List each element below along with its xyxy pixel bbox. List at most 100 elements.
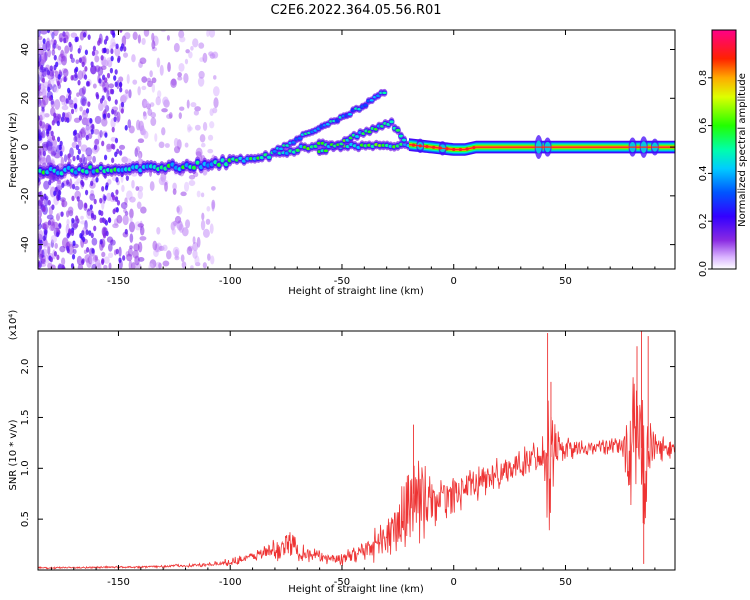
noise-blob [143, 30, 150, 37]
noise-blob [209, 121, 215, 129]
noise-blob [53, 86, 59, 93]
noise-blob [61, 145, 65, 153]
noise-blob [101, 74, 106, 81]
colorbar-ticks: 0.0 0.2 0.4 0.6 0.8 [698, 70, 712, 277]
noise-blob [41, 124, 49, 131]
noise-blob [39, 53, 47, 65]
noise-blob [143, 100, 150, 107]
noise-blob [38, 135, 41, 142]
noise-blob [186, 99, 190, 109]
noise-blob [58, 223, 62, 229]
noise-blob [95, 93, 100, 100]
snr-panel: -150 -100 -50 0 50 0.5 1.0 1.5 2.0 Height of st… [8, 310, 676, 595]
noise-blob [209, 223, 214, 234]
noise-blob [114, 99, 118, 105]
noise-blob [110, 239, 116, 246]
noise-blob [212, 51, 219, 59]
noise-blob [38, 97, 42, 108]
noise-blob [38, 115, 41, 121]
noise-blob [149, 70, 153, 78]
spectrogram-x-tick-label: -150 [107, 276, 130, 287]
noise-blob [205, 218, 211, 225]
noise-blob [119, 45, 124, 52]
noise-blob [124, 125, 128, 131]
spectrogram-ridge-mid [316, 117, 408, 157]
noise-blob [98, 102, 104, 112]
noise-blob [67, 94, 72, 101]
noise-blob [190, 46, 194, 51]
noise-blob [199, 134, 206, 143]
noise-blob [192, 38, 199, 48]
noise-blob [129, 233, 134, 243]
noise-blob [137, 86, 141, 96]
noise-blob [161, 108, 168, 113]
noise-blob [106, 72, 111, 79]
noise-blob [89, 118, 93, 124]
spectrogram-x-tick-label: 50 [559, 276, 572, 287]
noise-blob [77, 264, 84, 269]
noise-blob [213, 75, 217, 80]
noise-blob [109, 67, 114, 74]
noise-blob [56, 80, 60, 87]
noise-blob [100, 55, 104, 61]
noise-blob [38, 214, 41, 226]
snr-y-ticks: 0.5 1.0 1.5 2.0 [20, 359, 675, 527]
noise-blob [65, 98, 69, 104]
noise-blob [129, 208, 134, 219]
noise-blob [184, 58, 189, 65]
noise-blob [102, 113, 107, 119]
noise-blob [107, 112, 111, 119]
colorbar-tick-label: 0.4 [698, 165, 709, 181]
noise-blob [179, 106, 185, 111]
noise-blob [110, 30, 114, 35]
spectrogram-ridge-clean [408, 135, 675, 160]
noise-blob [43, 193, 47, 200]
spectrogram-panel: -150 -100 -50 0 50 -40 -20 0 20 40 Height of str… [8, 29, 676, 297]
noise-blob [211, 186, 216, 191]
noise-blob [213, 97, 219, 109]
noise-blob [73, 181, 80, 186]
noise-blob [198, 70, 205, 79]
noise-blob [38, 40, 43, 48]
noise-blob [118, 246, 122, 258]
noise-blob [180, 254, 185, 263]
noise-blob [74, 185, 80, 191]
spectrogram-y-tick-label: -20 [20, 188, 31, 204]
noise-blob [115, 207, 119, 213]
noise-blob [101, 259, 105, 265]
noise-blob [78, 115, 83, 121]
noise-blob [190, 265, 194, 269]
spectrogram-image [38, 30, 675, 269]
noise-blob [112, 208, 116, 215]
noise-blob [110, 48, 114, 55]
noise-blob [151, 77, 157, 84]
noise-blob [66, 232, 70, 239]
noise-blob [59, 150, 63, 157]
spectrogram-x-tick-label: -100 [219, 276, 242, 287]
snr-frame [37, 330, 676, 571]
noise-blob [103, 264, 108, 269]
noise-blob [73, 117, 81, 123]
noise-blob [58, 144, 62, 151]
noise-blob [194, 124, 201, 131]
noise-blob [38, 91, 43, 97]
noise-blob [50, 100, 54, 105]
ridge-core [347, 113, 353, 116]
snr-x-tick-label: -150 [107, 577, 130, 588]
noise-blob [83, 74, 88, 80]
noise-blob [68, 41, 72, 48]
spectrogram-y-tick-label: 40 [20, 43, 31, 56]
noise-blob [77, 148, 81, 155]
noise-blob [89, 253, 96, 264]
noise-blob [161, 127, 166, 136]
noise-blob [164, 181, 168, 192]
noise-blob [107, 252, 114, 259]
noise-blob [107, 95, 112, 102]
noise-blob [47, 86, 51, 93]
noise-blob [178, 62, 185, 72]
noise-blob [66, 179, 70, 185]
noise-blob [91, 237, 98, 246]
noise-blob [39, 239, 43, 246]
noise-blob [40, 64, 44, 71]
colorbar-label: Normalized spectral amplitude [737, 73, 748, 227]
